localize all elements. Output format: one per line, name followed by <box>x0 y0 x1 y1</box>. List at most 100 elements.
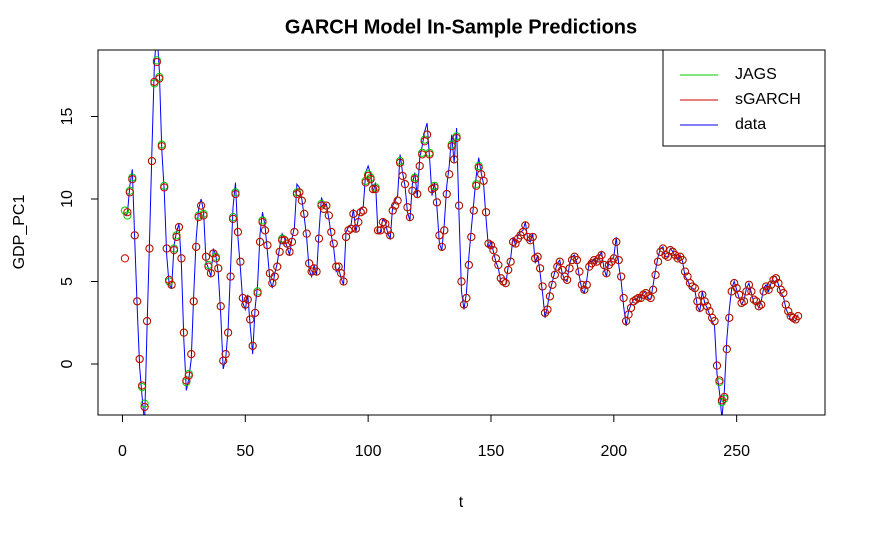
data-point <box>130 231 139 240</box>
data-point <box>253 288 262 298</box>
data-point <box>128 175 137 184</box>
data-point <box>722 345 731 354</box>
legend: JAGS sGARCH data <box>662 49 826 147</box>
legend-label: data <box>735 116 766 133</box>
data-point <box>405 213 415 222</box>
data-point <box>789 313 798 322</box>
data-point <box>391 201 400 210</box>
data-point <box>184 371 193 380</box>
data-point <box>199 211 208 220</box>
data-point <box>386 231 395 240</box>
data-point <box>617 272 626 281</box>
data-point <box>472 181 481 190</box>
data-point <box>248 341 257 350</box>
data-point <box>155 74 164 83</box>
data-point <box>403 203 412 212</box>
data-point <box>597 251 606 260</box>
data-point <box>712 361 722 370</box>
data-point <box>766 280 776 289</box>
data-point <box>140 402 149 412</box>
data-point <box>447 142 456 151</box>
data-point <box>614 255 623 265</box>
data-point <box>359 206 368 215</box>
data-point <box>661 251 670 260</box>
data-point <box>501 279 510 288</box>
data-point <box>145 244 154 253</box>
data-point <box>511 239 520 248</box>
data-point <box>167 280 176 289</box>
data-point <box>228 214 238 223</box>
data-point <box>754 302 763 311</box>
data-point <box>371 185 380 194</box>
data-point <box>260 226 270 235</box>
data-point <box>590 255 599 265</box>
data-point <box>452 133 461 143</box>
data-point <box>450 155 459 164</box>
data-point <box>187 350 196 359</box>
data-point <box>720 392 729 402</box>
data-point <box>241 300 250 309</box>
data-point <box>314 234 324 243</box>
y-axis-label: GDP_PC1 <box>11 195 28 270</box>
data-point <box>631 295 641 304</box>
data-point <box>270 272 279 281</box>
data-point <box>437 242 446 251</box>
data-point <box>297 196 306 205</box>
data-point <box>165 275 174 284</box>
data-point <box>292 189 301 199</box>
data-point <box>464 260 473 270</box>
data-point <box>413 189 422 199</box>
data-point <box>214 264 223 273</box>
data-point <box>285 247 294 256</box>
x-tick-label: 250 <box>723 443 750 460</box>
data-point <box>275 247 284 256</box>
data-point <box>194 213 203 222</box>
data-point <box>162 244 171 253</box>
data-point <box>639 290 648 299</box>
data-point <box>442 189 451 199</box>
data-point <box>393 196 402 205</box>
data-point <box>398 171 407 181</box>
data-point <box>332 262 341 271</box>
data-point <box>427 185 437 194</box>
data-point <box>169 246 179 255</box>
data-point <box>575 267 584 276</box>
data-point <box>125 188 134 197</box>
data-point <box>703 302 712 311</box>
data-point <box>499 277 508 286</box>
y-tick-label: 5 <box>59 277 76 286</box>
data-point <box>192 242 201 251</box>
data-point <box>373 226 383 235</box>
data-point <box>300 209 309 218</box>
data-point <box>531 254 540 263</box>
data-point <box>251 308 260 317</box>
legend-label: sGARCH <box>735 91 801 108</box>
data-point <box>735 290 744 299</box>
data-point <box>378 218 387 227</box>
data-point <box>157 142 166 151</box>
data-point <box>440 226 449 235</box>
data-point <box>673 254 682 263</box>
data-point <box>779 288 788 298</box>
data-point <box>678 255 687 265</box>
data-point <box>739 297 749 306</box>
y-tick-label: 0 <box>59 359 76 368</box>
legend-box <box>662 49 826 147</box>
x-tick-label: 0 <box>118 443 127 460</box>
data-point <box>577 280 586 289</box>
data-point <box>172 232 181 242</box>
data-point <box>356 208 365 217</box>
data-point <box>481 208 491 217</box>
data-point <box>255 237 265 247</box>
data-point <box>354 218 363 227</box>
data-point <box>454 201 464 210</box>
data-point <box>395 158 405 167</box>
data-point <box>619 293 628 303</box>
data-point <box>177 254 186 263</box>
data-point <box>179 328 188 337</box>
data-point <box>649 285 658 294</box>
data-point <box>666 246 675 255</box>
data-point <box>548 280 557 289</box>
data-point <box>142 317 152 326</box>
